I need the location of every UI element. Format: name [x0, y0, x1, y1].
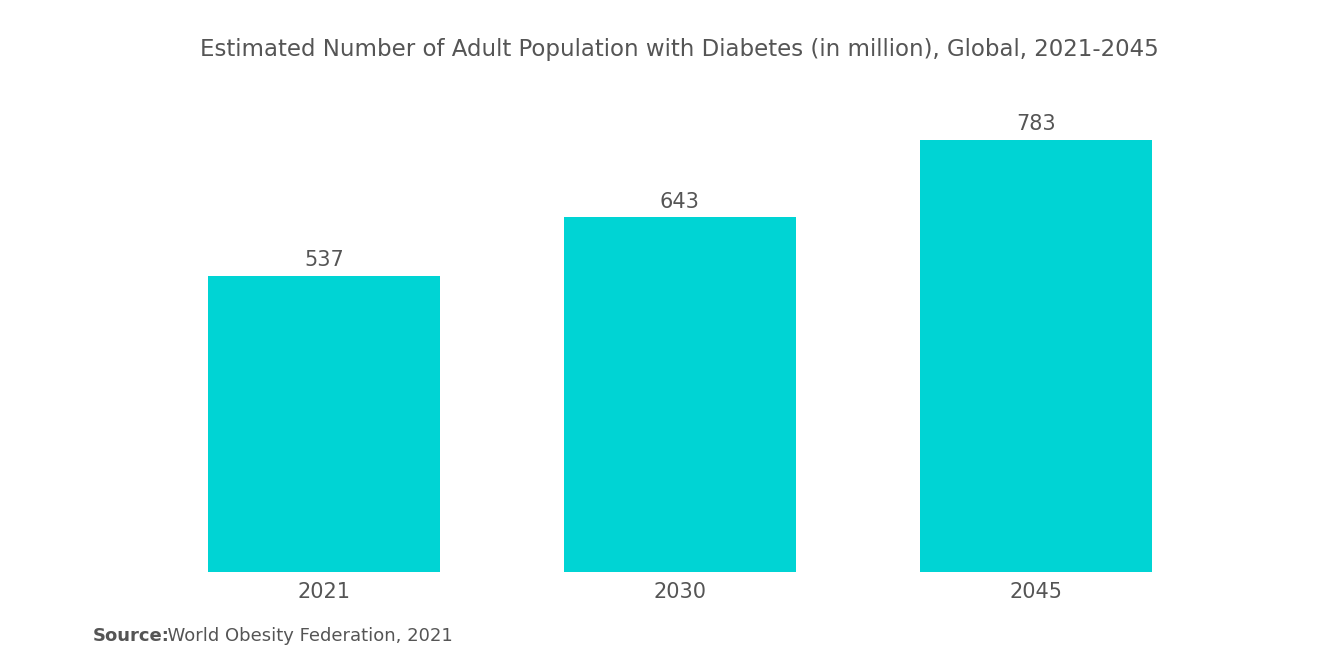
- Bar: [920, 140, 1151, 572]
- Text: 643: 643: [660, 192, 700, 211]
- Title: Estimated Number of Adult Population with Diabetes (in million), Global, 2021-20: Estimated Number of Adult Population wit…: [201, 38, 1159, 61]
- Bar: [564, 217, 796, 572]
- Bar: [209, 276, 440, 572]
- Text: 783: 783: [1016, 114, 1056, 134]
- Text: World Obesity Federation, 2021: World Obesity Federation, 2021: [156, 627, 453, 645]
- Text: 537: 537: [304, 250, 343, 270]
- Text: Source:: Source:: [92, 627, 169, 645]
